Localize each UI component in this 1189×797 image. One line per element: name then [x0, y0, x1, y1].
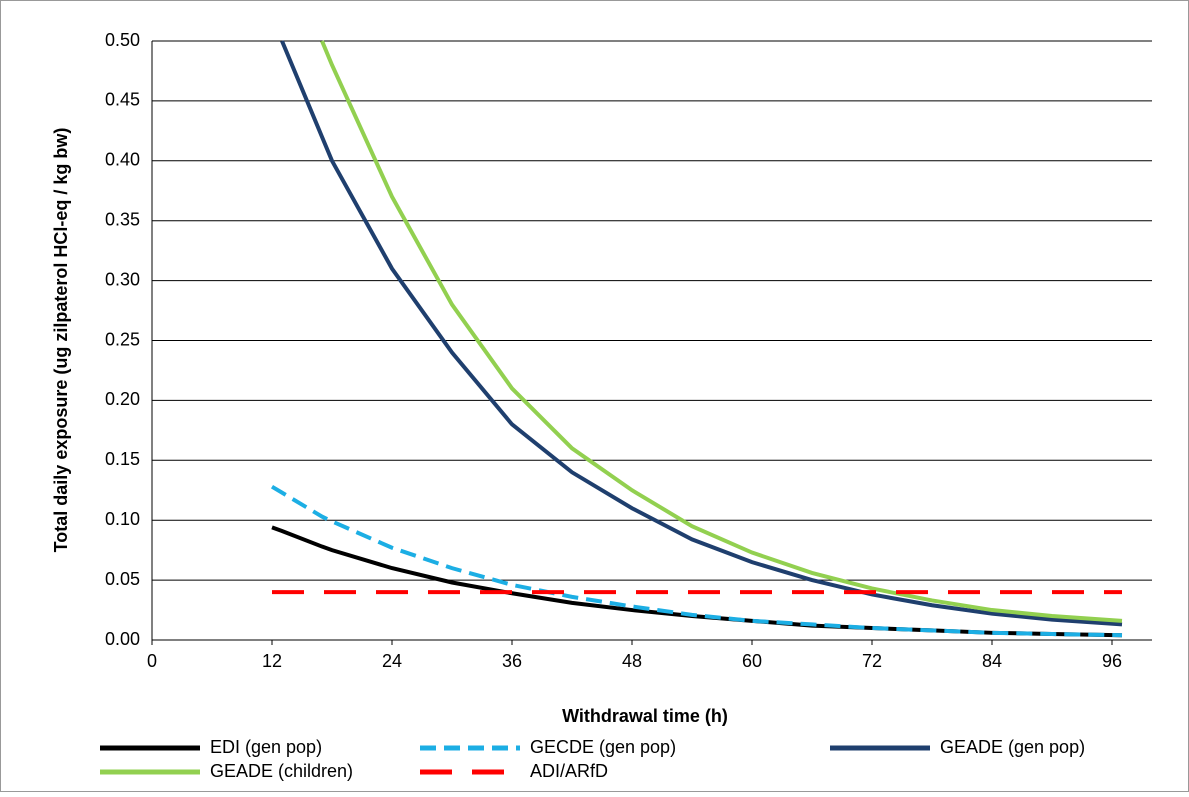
series-line — [320, 40, 1123, 623]
x-axis-title: Withdrawal time (h) — [562, 706, 728, 726]
y-tick-label: 0.15 — [105, 449, 140, 469]
y-tick-label: 0.30 — [105, 269, 140, 289]
legend-label: ADI/ARfD — [530, 761, 608, 781]
y-tick-label: 0.00 — [105, 629, 140, 649]
legend-label: GECDE (gen pop) — [530, 737, 676, 757]
y-tick-label: 0.25 — [105, 329, 140, 349]
legend-label: GEADE (children) — [210, 761, 353, 781]
x-tick-label: 96 — [1102, 651, 1122, 671]
x-tick-label: 0 — [147, 651, 157, 671]
legend-label: GEADE (gen pop) — [940, 737, 1085, 757]
x-tick-label: 60 — [742, 651, 762, 671]
y-tick-label: 0.10 — [105, 509, 140, 529]
y-axis-title: Total daily exposure (ug zilpaterol HCl-… — [51, 128, 71, 553]
y-tick-label: 0.20 — [105, 389, 140, 409]
x-tick-label: 24 — [382, 651, 402, 671]
y-tick-label: 0.35 — [105, 209, 140, 229]
series-line — [270, 484, 1123, 638]
x-tick-label: 48 — [622, 651, 642, 671]
legend-label: EDI (gen pop) — [210, 737, 322, 757]
y-tick-label: 0.05 — [105, 569, 140, 589]
y-tick-label: 0.40 — [105, 150, 140, 170]
x-tick-label: 12 — [262, 651, 282, 671]
x-tick-label: 84 — [982, 651, 1002, 671]
y-tick-label: 0.50 — [105, 30, 140, 50]
y-tick-label: 0.45 — [105, 90, 140, 110]
x-tick-label: 36 — [502, 651, 522, 671]
series-line — [280, 40, 1123, 627]
x-tick-label: 72 — [862, 651, 882, 671]
